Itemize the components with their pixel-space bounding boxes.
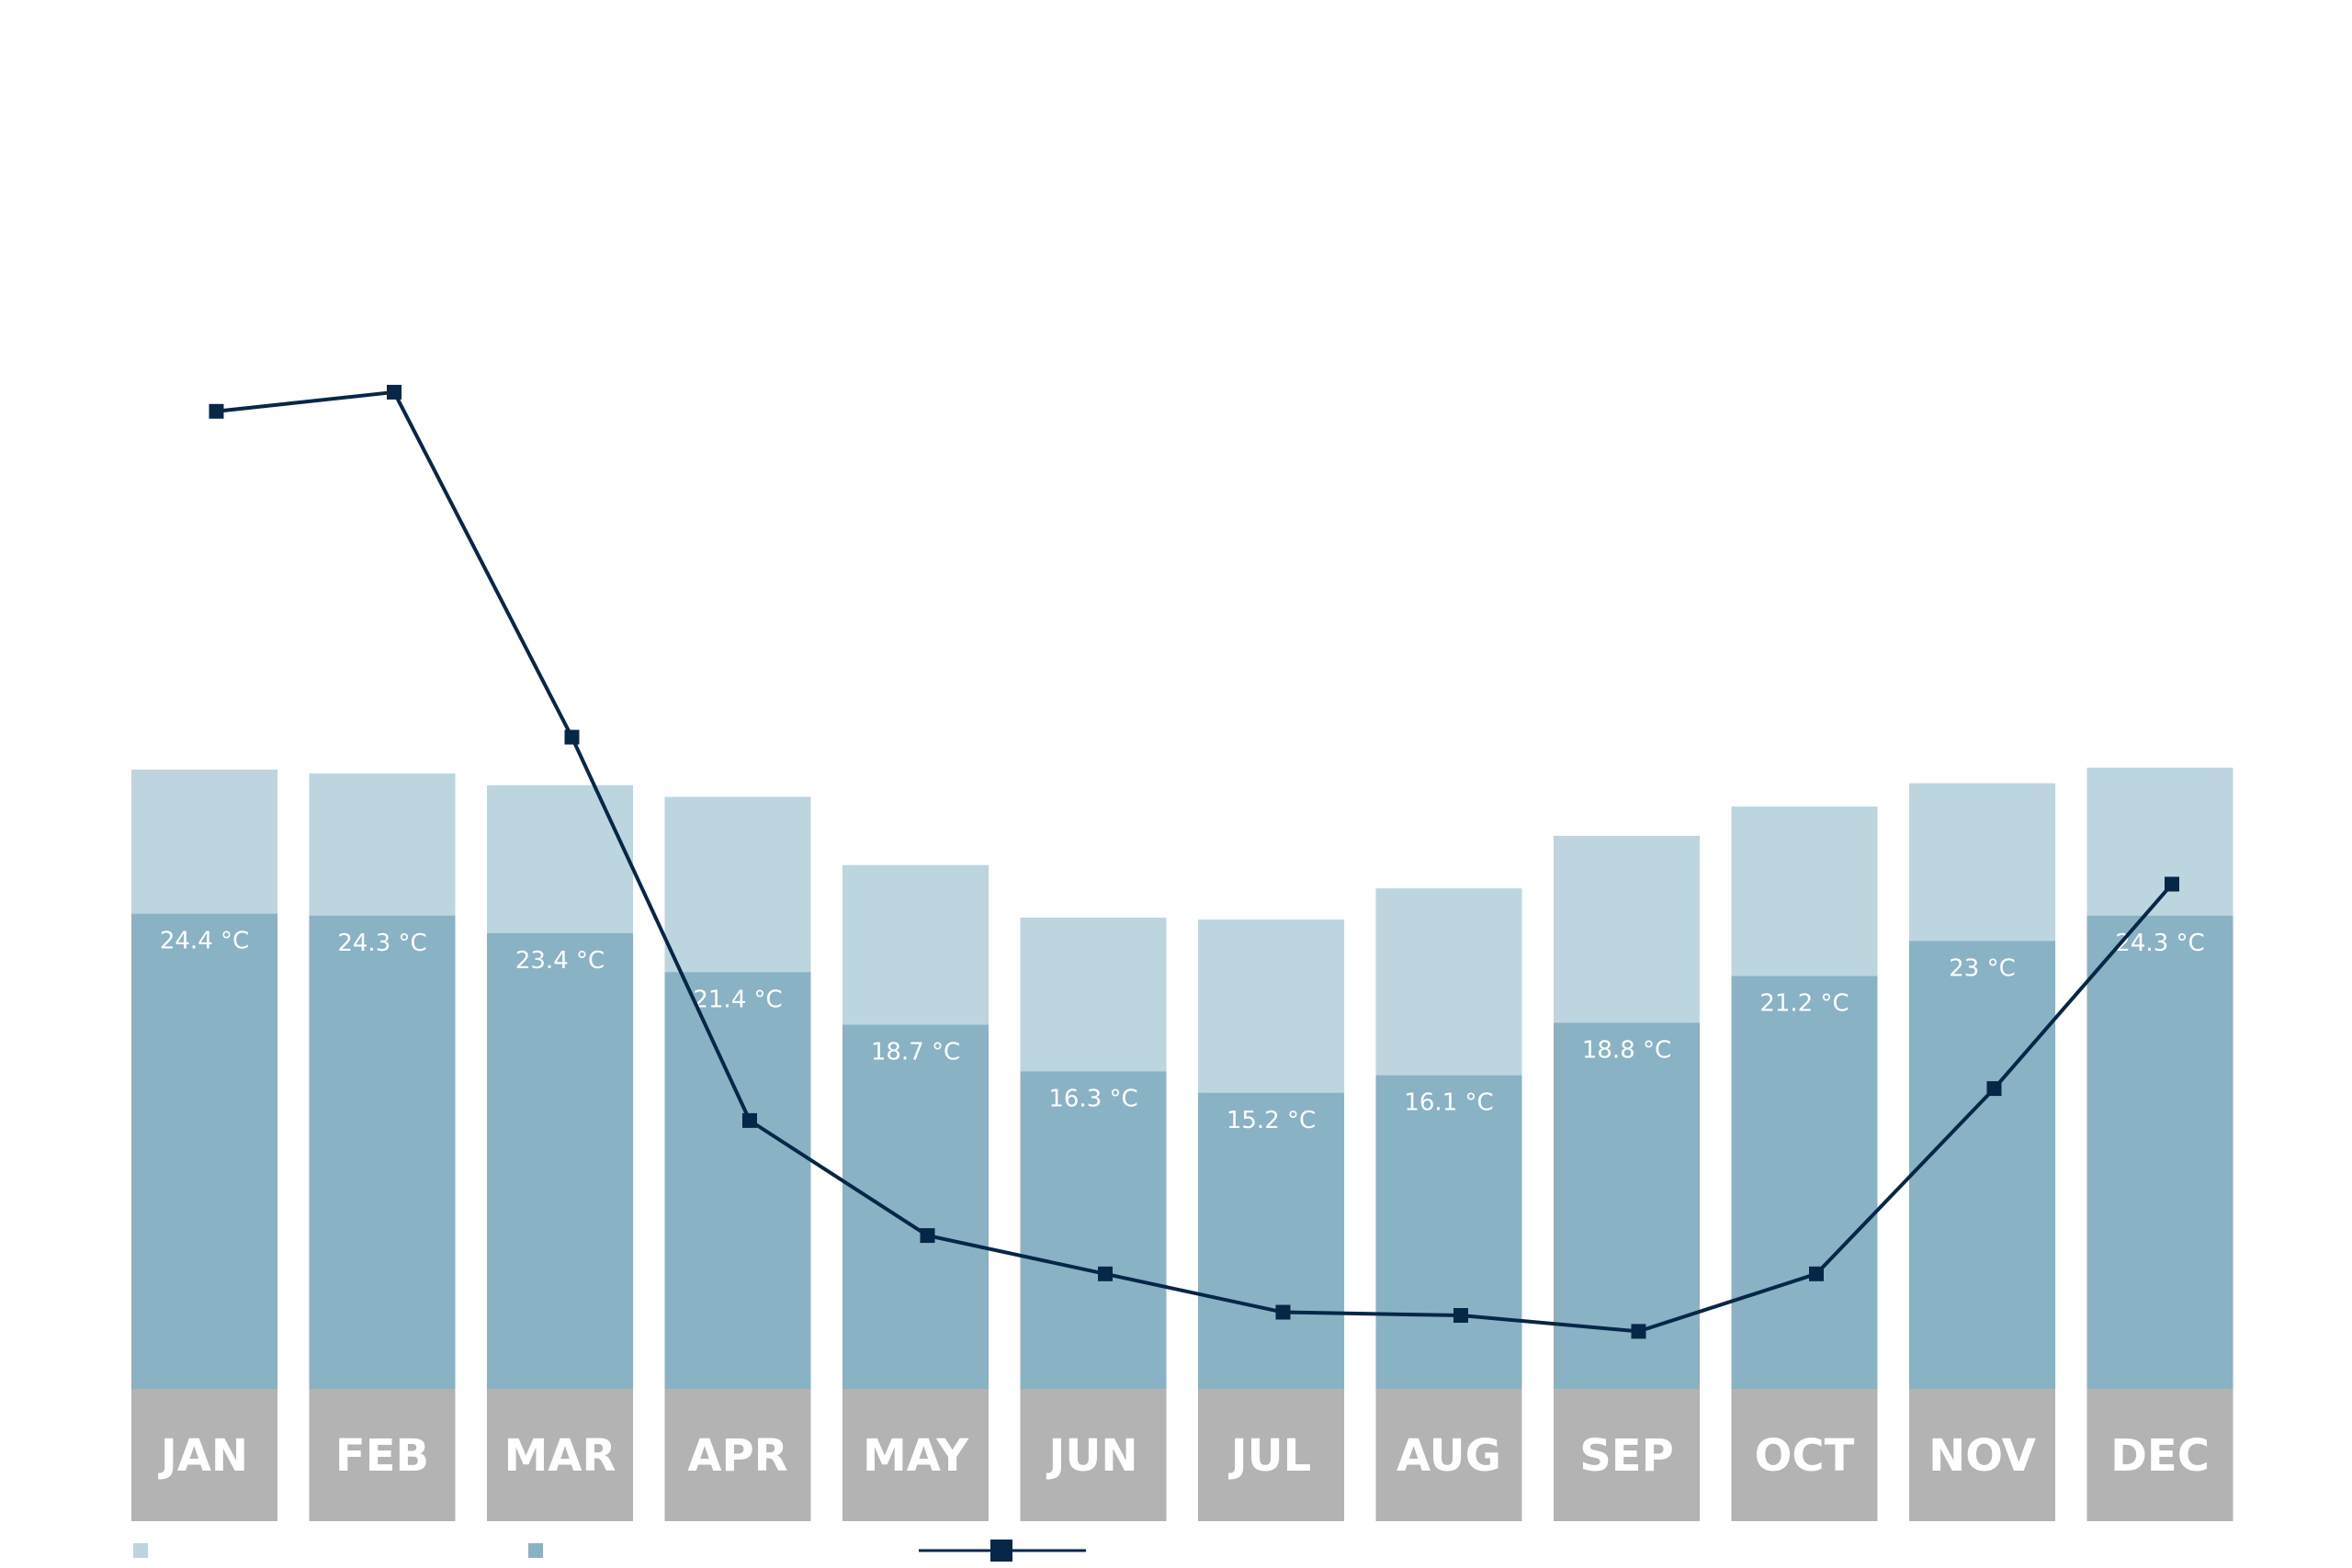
temp-label-sep: 18.8 °C <box>1582 1036 1671 1064</box>
temp-label-apr: 21.4 °C <box>693 986 782 1013</box>
month-band-apr <box>664 1389 811 1521</box>
month-label-oct: OCT <box>1755 1430 1855 1482</box>
lower-bar-feb <box>309 915 456 1389</box>
month-band-nov <box>1909 1389 2055 1521</box>
legend-marker-upper <box>133 1543 148 1558</box>
month-band-sep <box>1554 1389 1700 1521</box>
temp-label-jun: 16.3 °C <box>1048 1085 1137 1112</box>
legend-marker-lower <box>528 1543 543 1558</box>
lower-bar-sep <box>1554 1022 1700 1389</box>
line-point-mar <box>564 729 580 745</box>
month-bands: JAN FEB MAR APR MAY JUN JUL AUG SEP OCT NOV DEC <box>131 1389 2233 1521</box>
temp-label-nov: 23 °C <box>1949 954 2016 982</box>
line-point-feb <box>387 384 401 400</box>
temp-label-mar: 23.4 °C <box>515 947 605 975</box>
line-series <box>209 384 2179 1339</box>
line-point-oct <box>1809 1266 1824 1281</box>
lower-bar-nov <box>1909 941 2055 1389</box>
lower-bar-jun <box>1020 1071 1167 1389</box>
temp-label-oct: 21.2 °C <box>1759 990 1849 1018</box>
lower-bar-dec <box>2086 915 2233 1389</box>
month-label-aug: AUG <box>1396 1430 1501 1482</box>
month-band-may <box>842 1389 989 1521</box>
line-point-dec <box>2165 876 2179 892</box>
month-band-dec <box>2086 1389 2233 1521</box>
month-label-jul: JUL <box>1228 1430 1311 1482</box>
lower-bar-jul <box>1198 1092 1344 1389</box>
temp-label-jul: 15.2 °C <box>1227 1107 1316 1134</box>
month-label-jun: JUN <box>1046 1430 1137 1482</box>
lower-bar-aug <box>1375 1075 1522 1389</box>
temp-label-feb: 24.3 °C <box>337 930 426 957</box>
legend-line-square <box>990 1540 1012 1562</box>
line-path <box>216 389 2174 1334</box>
month-label-jan: JAN <box>158 1430 248 1482</box>
lower-bar-jan <box>131 913 277 1389</box>
month-label-mar: MAR <box>504 1430 616 1482</box>
month-band-jul <box>1198 1389 1344 1521</box>
line-point-jun <box>1098 1266 1113 1281</box>
month-label-sep: SEP <box>1579 1430 1674 1482</box>
month-band-aug <box>1375 1389 1522 1521</box>
line-point-sep <box>1631 1324 1646 1339</box>
month-label-apr: APR <box>687 1430 787 1482</box>
line-point-jan <box>209 403 224 419</box>
line-point-aug <box>1453 1308 1468 1324</box>
temperature-labels: 24.4 °C 24.3 °C 23.4 °C 21.4 °C 18.7 °C 16.3 … <box>160 928 2205 1134</box>
month-band-mar <box>487 1389 633 1521</box>
lower-bar-mar <box>487 932 633 1389</box>
line-point-may <box>920 1228 935 1244</box>
lower-bar-may <box>842 1024 989 1389</box>
month-band-feb <box>309 1389 456 1521</box>
month-label-nov: NOV <box>1928 1430 2036 1482</box>
lower-bars <box>131 913 2233 1389</box>
month-label-dec: DEC <box>2110 1430 2210 1482</box>
line-point-nov <box>1986 1081 2002 1097</box>
month-label-may: MAY <box>863 1430 969 1482</box>
temp-label-jan: 24.4 °C <box>160 928 249 955</box>
lower-bar-apr <box>664 972 811 1389</box>
line-point-apr <box>742 1112 757 1128</box>
month-band-oct <box>1731 1389 1878 1521</box>
line-point-jul <box>1275 1304 1291 1320</box>
month-band-jan <box>131 1389 277 1521</box>
lower-bar-oct <box>1731 976 1878 1389</box>
legend <box>133 1540 1086 1562</box>
month-label-feb: FEB <box>335 1430 429 1482</box>
temp-label-aug: 16.1 °C <box>1404 1089 1493 1117</box>
month-band-jun <box>1020 1389 1167 1521</box>
temp-label-may: 18.7 °C <box>871 1039 960 1066</box>
